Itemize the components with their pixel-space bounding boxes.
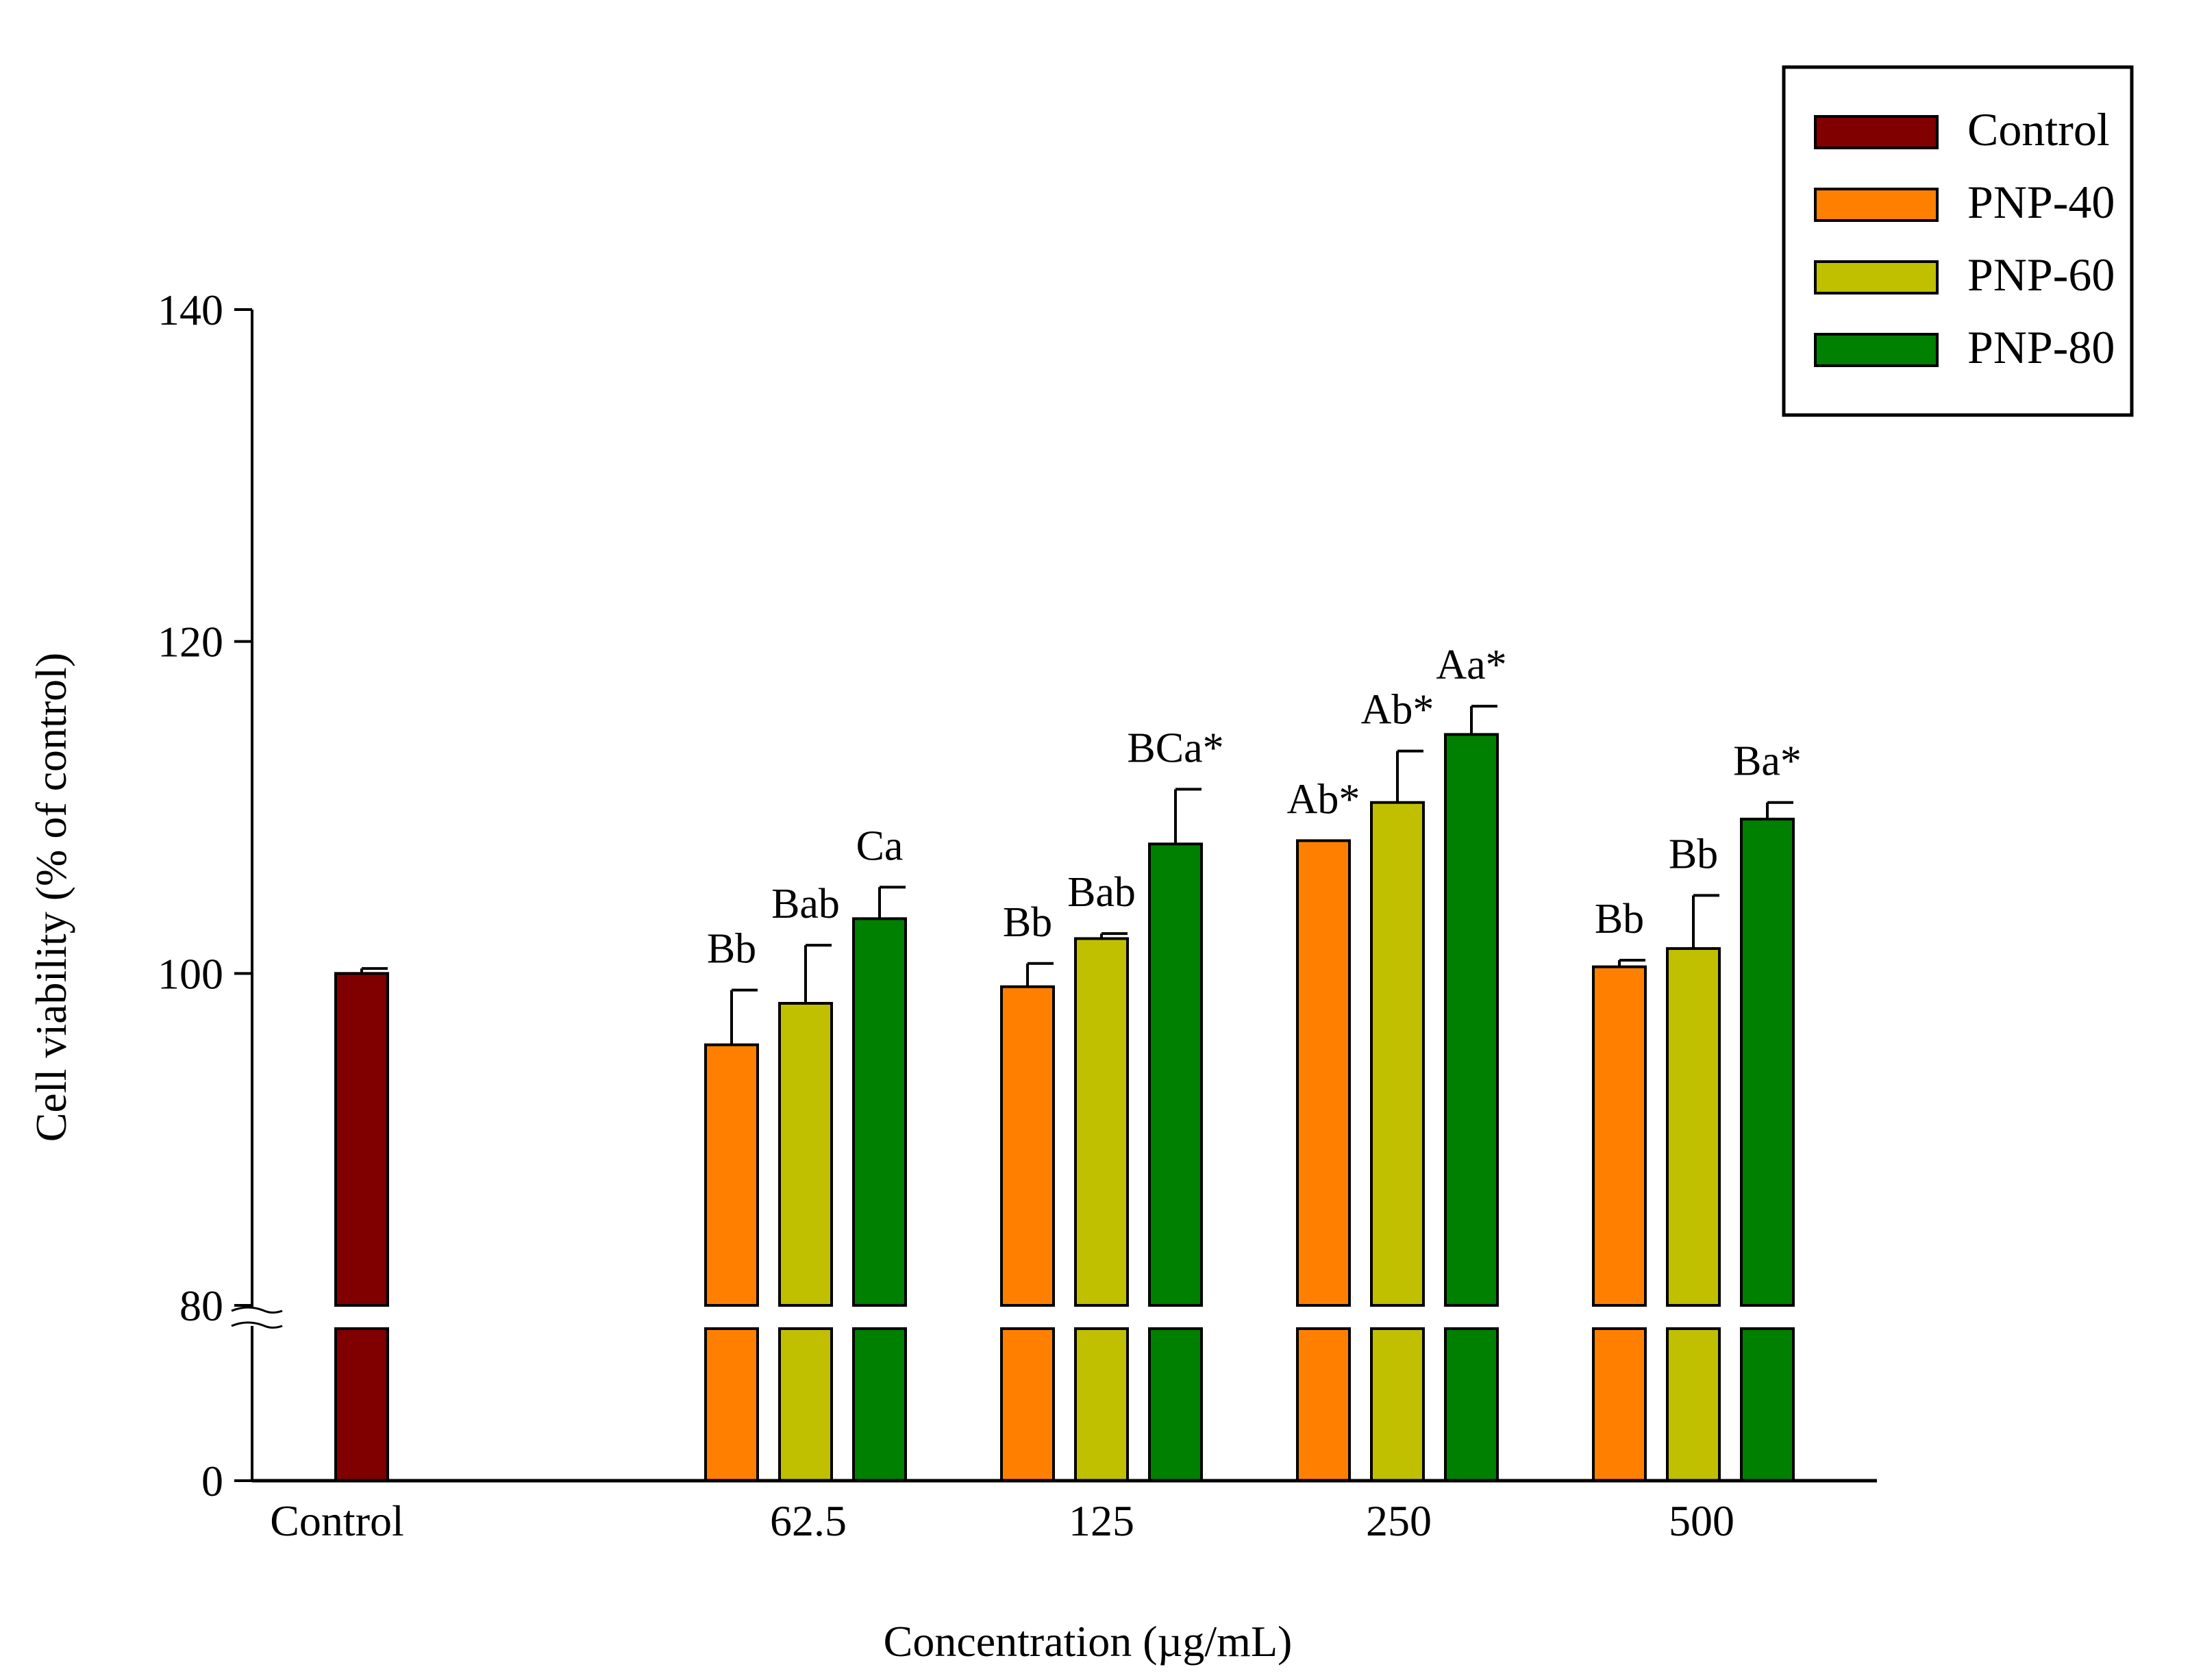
data-label-pnp-40-125: Bb (1003, 899, 1052, 946)
bar-pnp-40-500-lower (1592, 1327, 1647, 1482)
data-label-pnp-40-62-5: Bb (707, 926, 756, 973)
bar-pnp-40-500-upper (1592, 965, 1647, 1307)
bar-pnp-80-500-upper (1740, 817, 1795, 1307)
bar-pnp-80-125-upper (1148, 842, 1203, 1307)
legend: Control PNP-40 PNP-60 PNP-80 (1782, 65, 2134, 417)
data-label-pnp-60-250: Ab* (1361, 687, 1434, 734)
bar-pnp-80-62-5-upper (852, 917, 907, 1307)
data-label-pnp-60-62-5: Bab (771, 881, 840, 927)
data-label-pnp-80-500: Ba* (1733, 738, 1802, 785)
y-tick-label-140: 140 (158, 286, 223, 334)
legend-swatch-control (1814, 115, 1939, 149)
bar-pnp-60-250-lower (1370, 1327, 1425, 1482)
y-tick-label-100: 100 (158, 949, 223, 998)
bar-pnp-40-250-lower (1296, 1327, 1351, 1482)
axis-break-mark-top (231, 1306, 283, 1314)
y-axis-title: Cell viability (% of control) (27, 653, 75, 1142)
legend-label-pnp-40: PNP-40 (1967, 176, 2115, 228)
bar-pnp-40-250-upper (1296, 839, 1351, 1307)
x-tick-label-500: 500 (1669, 1496, 1734, 1545)
bar-pnp-60-125-lower (1074, 1327, 1129, 1482)
data-label-pnp-80-125: BCa* (1127, 725, 1223, 771)
x-axis-title: Concentration (µg/mL) (884, 1617, 1293, 1666)
data-label-pnp-40-500: Bb (1595, 896, 1644, 942)
bar-control-control-upper (334, 972, 389, 1307)
bars-layer (334, 733, 1795, 1482)
legend-label-control: Control (1967, 103, 2110, 155)
axes-layer: 0 80 100 120 140 Control 62.5 125 250 500 (158, 286, 1877, 1545)
bar-pnp-40-125-lower (1000, 1327, 1055, 1482)
x-tick-label-62-5: 62.5 (770, 1496, 847, 1545)
data-label-pnp-60-125: Bab (1067, 869, 1136, 916)
bar-pnp-40-125-upper (1000, 985, 1055, 1307)
bar-pnp-60-62-5-lower (778, 1327, 833, 1482)
bar-pnp-80-125-lower (1148, 1327, 1203, 1482)
bar-pnp-40-62-5-lower (704, 1327, 759, 1482)
x-tick-label-125: 125 (1069, 1496, 1134, 1545)
bar-pnp-60-500-lower (1666, 1327, 1721, 1482)
bar-control-control-lower (334, 1327, 389, 1482)
legend-swatch-pnp-80 (1814, 333, 1939, 367)
data-label-pnp-80-250: Aa* (1436, 642, 1506, 688)
data-label-pnp-60-500: Bb (1669, 831, 1718, 877)
legend-swatch-pnp-40 (1814, 188, 1939, 222)
error-bars-layer (360, 705, 1793, 1045)
data-label-pnp-40-250: Ab* (1287, 776, 1360, 823)
legend-label-pnp-60: PNP-60 (1967, 249, 2115, 301)
y-tick-label-80: 80 (179, 1281, 223, 1330)
bar-pnp-80-500-lower (1740, 1327, 1795, 1482)
bar-pnp-80-250-lower (1444, 1327, 1499, 1482)
x-tick-label-control: Control (270, 1496, 404, 1545)
axis-break-mark-bottom (231, 1321, 283, 1329)
y-tick-label-0: 0 (201, 1457, 223, 1505)
x-tick-label-250: 250 (1366, 1496, 1432, 1545)
y-tick-label-120: 120 (158, 618, 223, 666)
legend-label-pnp-80: PNP-80 (1967, 321, 2115, 373)
bar-pnp-40-62-5-upper (704, 1043, 759, 1307)
bar-pnp-60-62-5-upper (778, 1001, 833, 1307)
bar-pnp-80-250-upper (1444, 733, 1499, 1307)
bar-pnp-60-500-upper (1666, 946, 1721, 1307)
bar-pnp-60-250-upper (1370, 801, 1425, 1307)
bar-pnp-60-125-upper (1074, 937, 1129, 1307)
bar-pnp-80-62-5-lower (852, 1327, 907, 1482)
data-label-pnp-80-62-5: Ca (856, 823, 904, 869)
legend-swatch-pnp-60 (1814, 260, 1939, 294)
